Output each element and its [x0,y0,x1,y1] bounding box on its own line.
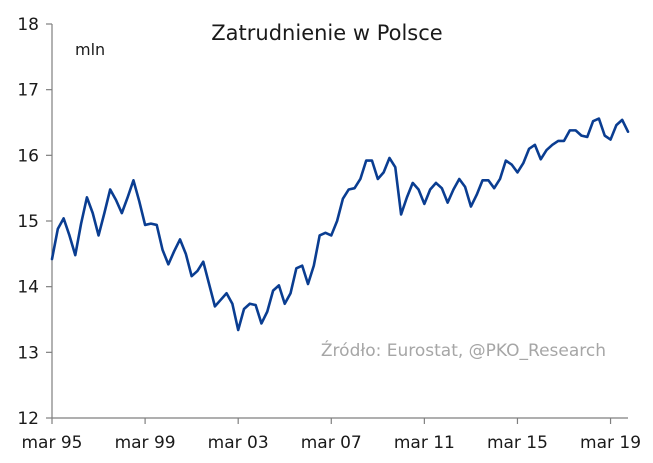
x-tick-label: mar 95 [21,433,82,453]
x-tick-label: mar 15 [487,433,548,453]
x-tick-label: mar 19 [580,433,641,453]
x-tick-label: mar 99 [115,433,176,453]
series-group [50,117,630,332]
source-annotation: Źródło: Eurostat, @PKO_Research [321,339,606,361]
y-tick-label: 15 [17,212,39,232]
x-tick-label: mar 03 [208,433,269,453]
y-tick-label: 18 [17,15,39,35]
x-tick-label: mar 11 [394,433,455,453]
y-tick-label: 17 [17,81,39,101]
x-axis-ticks: mar 95 mar 99 mar 03 mar 07 mar 11 mar 15 mar … [21,418,641,453]
series-line-employment [50,117,630,332]
chart-title: Zatrudnienie w Polsce [211,21,442,45]
y-tick-label: 16 [17,146,39,166]
y-axis-ticks: 12 13 14 15 16 17 18 [17,15,52,429]
y-tick-label: 12 [17,409,39,429]
y-tick-label: 13 [17,343,39,363]
x-tick-label: mar 07 [301,433,362,453]
y-axis-unit-label: mln [75,40,105,59]
y-tick-label: 14 [17,278,39,298]
